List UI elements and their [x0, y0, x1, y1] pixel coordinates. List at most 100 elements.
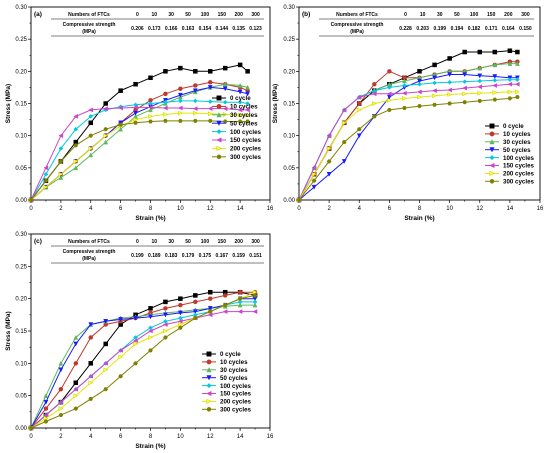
data-point — [73, 113, 79, 119]
x-tick-label: 8 — [418, 206, 422, 212]
y-tick-label: 0.10 — [15, 361, 27, 367]
data-point — [133, 110, 138, 116]
table-header-label: Numbers of FTCs — [336, 12, 378, 18]
table-cycle-value: 150 — [218, 239, 227, 245]
data-point — [133, 315, 138, 321]
data-point — [148, 75, 153, 81]
legend-label: 300 cycles — [230, 154, 262, 161]
chart-panel-2: 0 2 4 6 8 10 12 14 16 0.00 0.05 0.10 0.15 0.20 0.25 0.3… — [272, 5, 544, 222]
data-point — [237, 289, 243, 295]
x-axis-label: Strain (%) — [135, 215, 165, 222]
data-point — [88, 152, 94, 158]
y-tick-label: 0.30 — [15, 232, 27, 238]
x-tick-label: 10 — [177, 434, 184, 440]
data-point — [447, 87, 452, 93]
data-point — [447, 92, 453, 97]
data-point — [507, 81, 513, 87]
table-cycle-value: 300 — [521, 12, 530, 18]
data-point — [237, 119, 243, 124]
x-tick-label: 4 — [89, 206, 93, 212]
data-point — [477, 73, 483, 79]
data-point — [222, 86, 228, 92]
legend-marker — [216, 112, 222, 118]
series-line — [30, 291, 256, 429]
table-strength-value: 0.173 — [148, 26, 161, 32]
data-point — [507, 48, 513, 53]
data-point — [311, 178, 317, 183]
data-point — [252, 299, 258, 305]
y-tick-label: 0.00 — [15, 198, 27, 204]
data-point — [245, 112, 251, 118]
legend-marker — [489, 147, 495, 153]
series-line — [298, 50, 518, 201]
table-strength-value: 0.175 — [199, 253, 212, 259]
series-5 — [28, 309, 258, 431]
legend-label: 30 cycles — [503, 139, 531, 146]
data-point — [88, 373, 93, 379]
data-point — [103, 133, 109, 139]
legend-marker — [216, 129, 222, 135]
series-line — [30, 64, 248, 201]
data-point — [515, 49, 520, 55]
data-point — [515, 89, 520, 95]
y-tick-label: 0.30 — [15, 5, 27, 11]
data-point — [222, 81, 228, 87]
data-point — [208, 296, 213, 301]
data-point — [118, 126, 124, 132]
legend-marker — [216, 103, 222, 109]
data-point — [222, 309, 228, 315]
data-point — [193, 110, 198, 116]
series-line — [30, 298, 256, 429]
table-cycle-value: 0 — [404, 12, 407, 18]
legend-marker — [489, 179, 495, 184]
data-point — [341, 140, 347, 145]
legend-marker — [206, 407, 212, 412]
y-tick-label: 0.15 — [15, 102, 27, 108]
data-point — [222, 106, 228, 112]
data-point — [103, 139, 109, 145]
data-point — [103, 367, 109, 373]
series-4 — [296, 77, 520, 203]
data-point — [133, 81, 138, 87]
data-point — [207, 306, 213, 311]
data-point — [162, 322, 168, 327]
data-point — [103, 101, 108, 106]
data-point — [28, 198, 34, 202]
data-point — [447, 56, 452, 61]
data-point — [163, 69, 168, 74]
data-point — [118, 105, 123, 111]
data-point — [192, 106, 198, 112]
data-point — [88, 133, 94, 138]
data-point — [193, 299, 198, 305]
data-point — [326, 159, 332, 164]
data-point — [73, 406, 79, 411]
data-point — [58, 367, 64, 373]
data-point — [447, 101, 452, 106]
data-point — [118, 347, 123, 353]
x-axis-label: Strain (%) — [404, 215, 434, 222]
series-5 — [28, 104, 250, 203]
data-point — [73, 165, 79, 171]
data-point — [58, 386, 64, 392]
data-point — [492, 49, 498, 55]
x-tick-label: 4 — [89, 434, 93, 440]
data-point — [432, 75, 437, 81]
table-strength-value: 0.203 — [416, 26, 429, 32]
data-point — [177, 105, 183, 111]
data-point — [222, 119, 228, 124]
table-cycle-value: 10 — [420, 12, 426, 18]
table-row-label-unit: (MPa) — [82, 256, 96, 262]
y-tick-label: 0.20 — [283, 69, 295, 75]
series-line — [298, 96, 518, 201]
data-point — [43, 415, 49, 421]
series-7 — [28, 293, 258, 430]
data-point — [296, 198, 302, 202]
data-point — [432, 62, 437, 68]
x-tick-label: 4 — [358, 206, 362, 212]
table-cycle-value: 300 — [251, 12, 260, 18]
legend-marker — [216, 154, 222, 159]
table-cycle-value: 200 — [235, 12, 244, 18]
y-tick-label: 0.10 — [283, 134, 295, 140]
